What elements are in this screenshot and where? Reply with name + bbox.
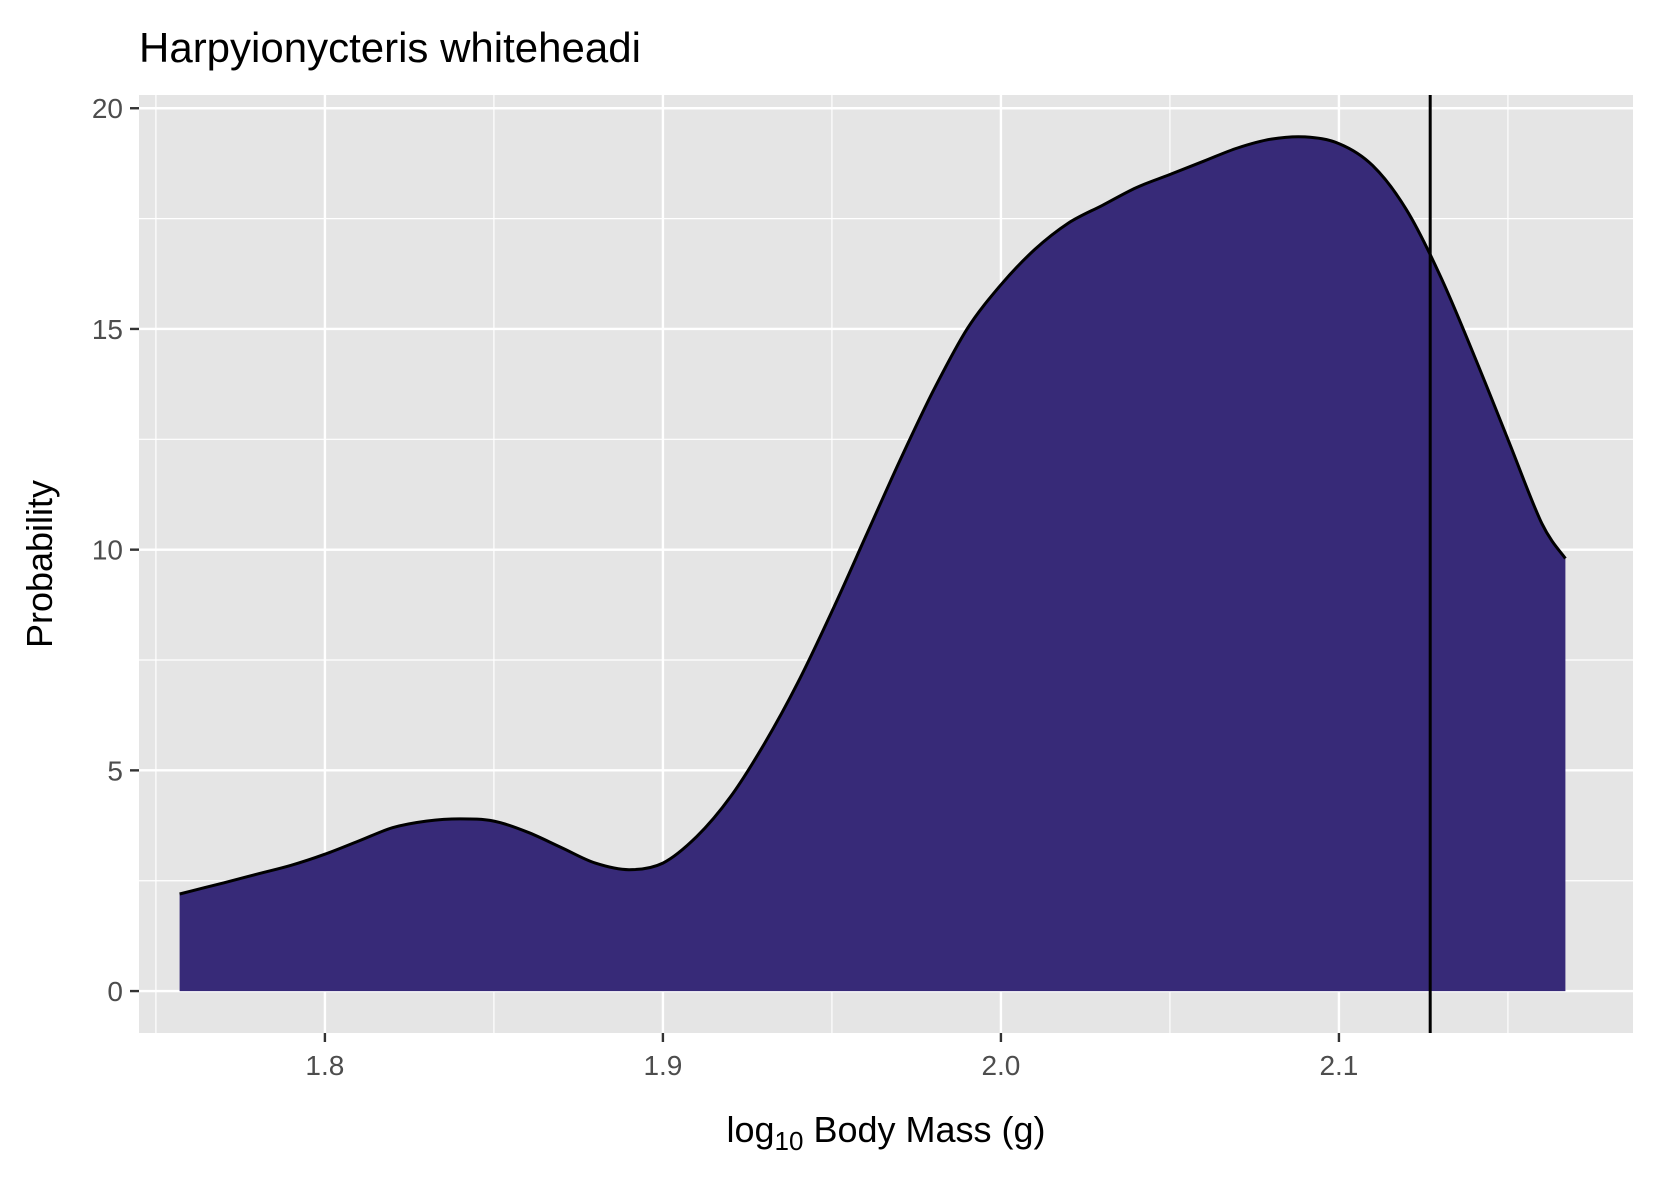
density-curve xyxy=(179,135,1567,896)
density-area xyxy=(179,136,1566,992)
y-tick-label: 15 xyxy=(92,314,123,345)
y-tick-label: 20 xyxy=(92,93,123,124)
x-tick-label: 1.9 xyxy=(643,1050,682,1081)
y-axis-title: Probability xyxy=(19,480,60,648)
x-axis-title-suffix: Body Mass (g) xyxy=(803,1109,1045,1150)
x-tick-label: 1.8 xyxy=(305,1050,344,1081)
x-axis-title-subscript: 10 xyxy=(775,1126,804,1156)
x-axis: 1.8 1.9 2.0 2.1 xyxy=(305,1033,1358,1081)
x-tick-label: 2.0 xyxy=(981,1050,1020,1081)
chart-title: Harpyionycteris whiteheadi xyxy=(139,24,641,71)
x-tick-label: 2.1 xyxy=(1319,1050,1358,1081)
y-axis: 0 5 10 15 20 xyxy=(92,93,139,1007)
y-tick-label: 5 xyxy=(107,755,123,786)
y-tick-label: 10 xyxy=(92,535,123,566)
y-tick-label: 0 xyxy=(107,976,123,1007)
x-axis-title-prefix: log xyxy=(726,1109,774,1150)
x-axis-title: log10 Body Mass (g) xyxy=(726,1109,1045,1156)
